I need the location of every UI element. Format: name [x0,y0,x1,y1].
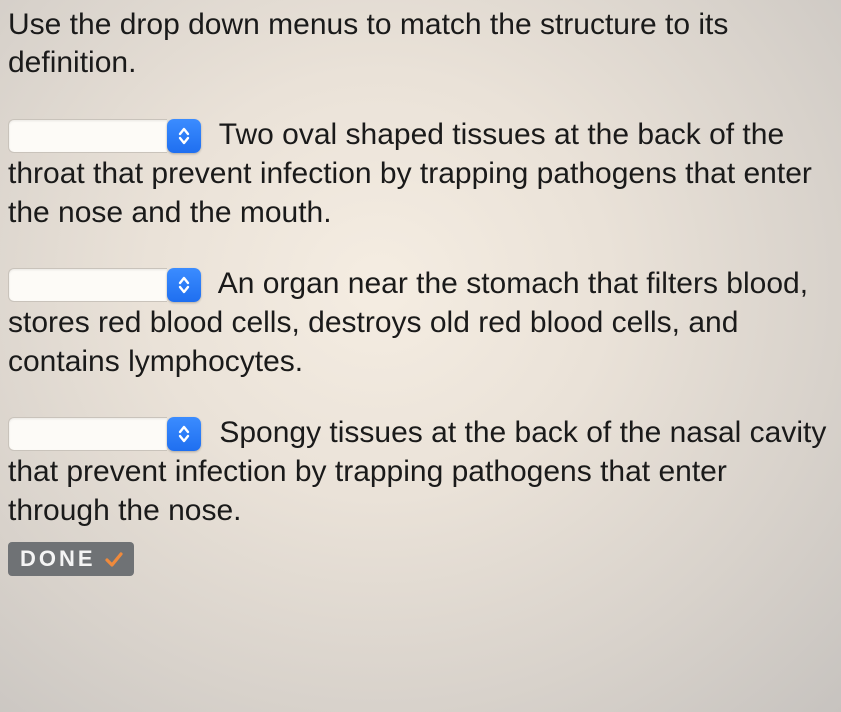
chevron-up-down-icon[interactable] [167,119,201,153]
match-item: Spongy tissues at the back of the nasal … [8,413,829,530]
answer-dropdown-2[interactable] [8,268,201,302]
match-item: An organ near the stomach that filters b… [8,264,829,381]
answer-dropdown-3[interactable] [8,417,201,451]
done-button[interactable]: DONE [8,542,134,576]
instruction-text: Use the drop down menus to match the str… [8,6,829,81]
dropdown-field[interactable] [8,119,167,153]
chevron-up-down-icon[interactable] [167,417,201,451]
match-item: Two oval shaped tissues at the back of t… [8,115,829,232]
answer-dropdown-1[interactable] [8,119,201,153]
quiz-page: Use the drop down menus to match the str… [0,0,841,588]
done-label: DONE [20,546,96,572]
dropdown-field[interactable] [8,417,167,451]
dropdown-field[interactable] [8,268,167,302]
check-icon [104,549,124,569]
chevron-up-down-icon[interactable] [167,268,201,302]
